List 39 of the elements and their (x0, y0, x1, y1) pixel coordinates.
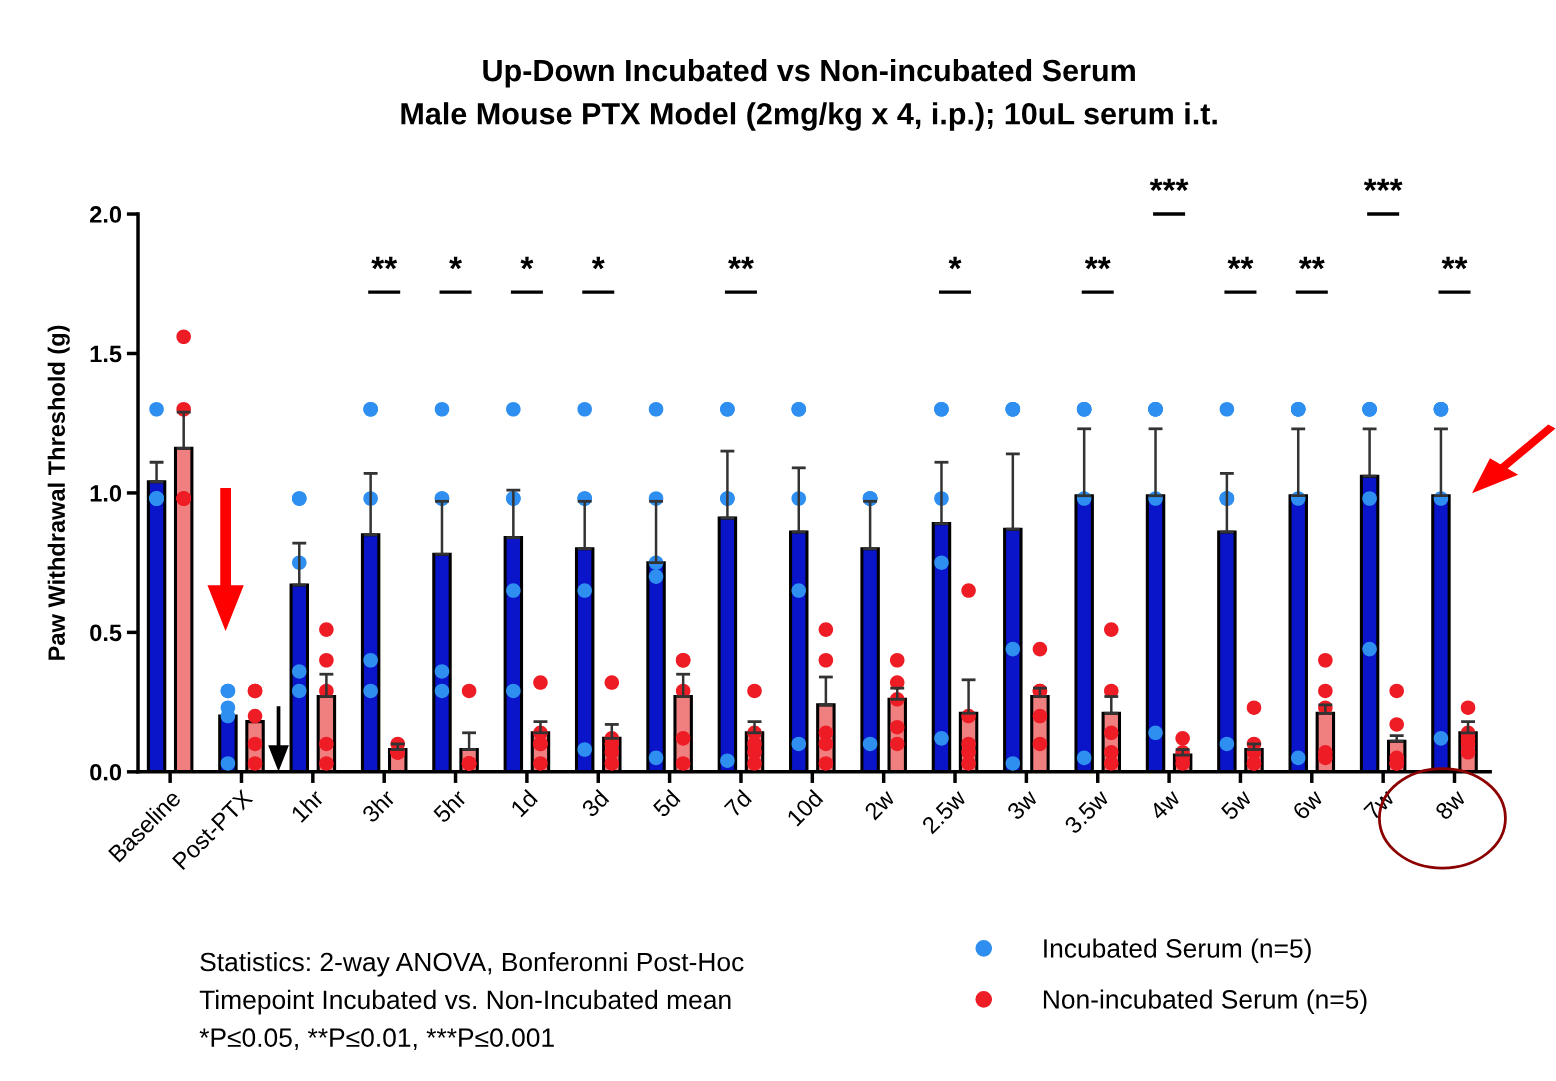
annotation: ** (1084, 256, 1111, 270)
x-tick-label: 8w (1434, 788, 1467, 821)
annotation: ** (1298, 256, 1325, 270)
annotation: * (948, 256, 962, 270)
y-tick-label: 0.5 (90, 624, 122, 642)
legend-label: Non-incubated Serum (n=5) (1043, 989, 1367, 1014)
y-tick-label: 0.0 (90, 763, 122, 781)
x-tick-label: 10d (785, 788, 824, 827)
x-tick-label: 4w (1148, 788, 1182, 821)
x-tick-label: 2w (863, 788, 896, 821)
x-tick-label: 3hr (360, 788, 397, 824)
annotation: * (591, 256, 605, 270)
annotation: ** (1227, 256, 1254, 270)
legend-label: Incubated Serum (n=5) (1044, 938, 1311, 964)
annotation: ** (1441, 256, 1468, 270)
x-tick-label: 5hr (432, 788, 468, 824)
x-tick-label: 3w (1006, 788, 1039, 821)
x-tick-label: 7d (723, 788, 753, 818)
annotation: * (520, 256, 534, 270)
text: Statistics: 2-way ANOVA, Bonferonni Post-Hoc (200, 951, 744, 977)
text: *P≤0.05, **P≤0.01, ***P≤0.001 (199, 1028, 554, 1051)
x-tick-label: 3d (580, 788, 610, 818)
chart-subtitle: Male Mouse PTX Model (2mg/kg x 4, i.p.); 10uL serum i.t. (401, 102, 1217, 131)
text: Timepoint Incubated vs. Non-Incubated mean (199, 989, 731, 1015)
y-axis-title: Paw Withdrawal Threshold (g) (47, 325, 70, 660)
x-tick-label: 5w (1220, 788, 1253, 821)
text: *** (1363, 178, 1403, 192)
chart-title: Up-Down Incubated vs Non-incubated Serum (483, 58, 1135, 88)
annotation: ** (371, 256, 398, 270)
annotation: ** (728, 256, 754, 270)
x-tick-label: 5d (651, 788, 681, 818)
text: *** (1149, 178, 1189, 192)
annotation: * (449, 256, 462, 270)
y-tick-label: 1.5 (90, 345, 122, 363)
x-tick-label: 6w (1291, 788, 1325, 821)
x-tick-label: 1d (509, 788, 539, 818)
y-tick-label: 2.0 (90, 206, 122, 223)
y-tick-label: 1.0 (90, 485, 122, 502)
x-tick-label: 1hr (289, 788, 325, 823)
